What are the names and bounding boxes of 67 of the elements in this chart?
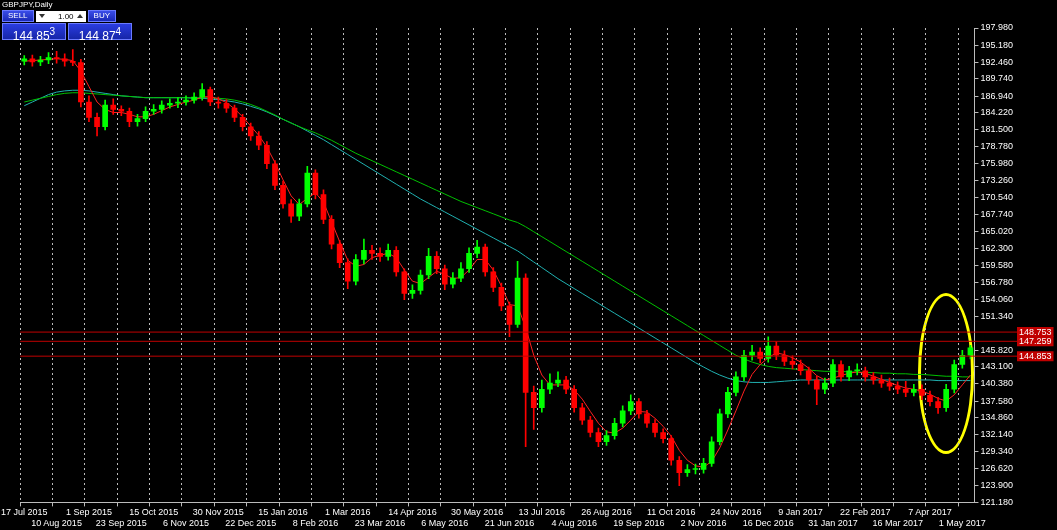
y-tick-label: 132.140 (980, 429, 1014, 440)
annotation: 144 85$^{3}$ (2, 23, 66, 43)
y-tick-label: 137.580 (980, 395, 1014, 406)
x-tick-label: 14 Apr 2016 (388, 507, 437, 518)
x-tick-label: 2 Nov 2016 (680, 518, 727, 529)
y-tick-label: 126.620 (980, 463, 1014, 474)
y-tick-label: 170.540 (980, 191, 1014, 202)
x-tick-label: 31 Jan 2017 (808, 518, 858, 529)
y-tick-label: 143.100 (980, 361, 1014, 372)
y-tick-label: 173.260 (980, 175, 1014, 186)
y-tick-label: 145.820 (980, 344, 1014, 355)
y-tick-label: 162.300 (980, 242, 1014, 253)
x-tick-label: 7 Apr 2017 (908, 507, 952, 518)
x-tick-label: 23 Sep 2015 (95, 518, 147, 529)
x-tick-label: 17 Jul 2015 (1, 507, 48, 518)
y-tick-label: 140.380 (980, 378, 1014, 389)
x-tick-label: 22 Feb 2017 (840, 507, 891, 518)
x-tick-label: 4 Aug 2016 (551, 518, 597, 529)
ref-line-label: 148.753 (1019, 326, 1052, 337)
x-tick-label: 16 Mar 2017 (872, 518, 923, 529)
y-tick-label: 134.860 (980, 412, 1014, 423)
x-tick-label: 26 Aug 2016 (581, 507, 632, 518)
x-tick-label: 6 Nov 2015 (162, 518, 210, 529)
y-tick-label: 178.780 (980, 141, 1014, 152)
x-tick-label: 19 Sep 2016 (613, 518, 665, 529)
x-tick-label: 23 Mar 2016 (354, 518, 406, 529)
y-tick-label: 175.980 (980, 158, 1014, 169)
x-tick-label: 13 Jul 2016 (518, 507, 566, 518)
x-tick-label: 1 May 2017 (938, 518, 986, 529)
x-tick-label: 9 Jan 2017 (778, 507, 823, 518)
x-tick-label: 22 Dec 2015 (225, 518, 277, 529)
y-tick-label: 121.180 (980, 496, 1014, 507)
x-tick-label: 10 Aug 2015 (31, 518, 82, 529)
y-tick-label: 181.500 (980, 124, 1014, 135)
x-tick-label: 6 May 2016 (421, 518, 469, 529)
x-tick-label: 1 Sep 2015 (65, 507, 112, 518)
x-tick-label: 21 Jun 2016 (484, 518, 535, 529)
x-tick-label: 15 Oct 2015 (129, 507, 179, 518)
y-tick-label: 184.220 (980, 107, 1014, 118)
x-tick-label: 15 Jan 2016 (258, 507, 308, 518)
ref-line-label: 147.259 (1019, 335, 1052, 346)
text: SELL (2, 10, 34, 22)
input-field: 1.00 (35, 10, 86, 22)
y-tick-label: 189.740 (980, 73, 1014, 84)
x-tick-label: 11 Oct 2016 (647, 507, 696, 518)
annotation: 144 87$^{4}$ (68, 23, 132, 43)
chart-title: GBPJPY,Daily (2, 0, 53, 9)
y-tick-label: 159.580 (980, 259, 1014, 270)
x-tick-label: 30 Nov 2015 (192, 507, 244, 518)
y-tick-label: 195.180 (980, 39, 1014, 50)
y-tick-label: 192.460 (980, 56, 1014, 67)
y-tick-label: 129.340 (980, 446, 1014, 457)
x-tick-label: 30 May 2016 (451, 507, 504, 518)
y-tick-label: 123.900 (980, 480, 1014, 491)
y-tick-label: 154.060 (980, 293, 1014, 304)
y-tick-label: 197.980 (980, 22, 1014, 33)
y-tick-label: 151.340 (980, 310, 1014, 321)
x-tick-label: 16 Dec 2016 (742, 518, 794, 529)
x-tick-label: 1 Mar 2016 (324, 507, 371, 518)
text: BUY (87, 10, 117, 22)
y-tick-label: 186.940 (980, 90, 1014, 101)
x-tick-label: 24 Nov 2016 (710, 507, 762, 518)
y-tick-label: 165.020 (980, 226, 1014, 237)
y-tick-label: 156.780 (980, 276, 1014, 287)
ref-line-label: 144.853 (1019, 350, 1052, 361)
x-tick-label: 8 Feb 2016 (292, 518, 339, 529)
y-tick-label: 167.740 (980, 209, 1014, 220)
